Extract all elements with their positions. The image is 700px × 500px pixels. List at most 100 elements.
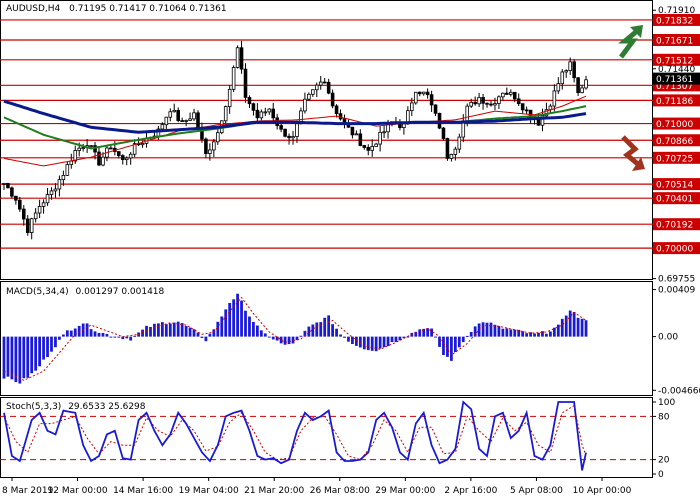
macd-bar xyxy=(97,332,101,337)
macd-bar xyxy=(418,329,422,337)
level-value: 0.71000 xyxy=(656,120,693,130)
level-label: 0.70401 xyxy=(653,192,700,205)
macd-bar xyxy=(541,331,544,337)
ma-red-line xyxy=(3,95,587,167)
level-label: 0.70192 xyxy=(653,218,700,231)
macd-bar xyxy=(315,322,319,337)
macd-bar xyxy=(366,336,370,351)
level-value: 0.71186 xyxy=(656,97,693,107)
macd-bar xyxy=(362,336,366,350)
stochastic-lines xyxy=(3,400,587,471)
candle xyxy=(505,87,509,95)
candle xyxy=(267,108,272,115)
candle xyxy=(255,103,260,123)
macd-values: 0.001297 0.001418 xyxy=(76,287,165,297)
macd-bar xyxy=(327,315,331,337)
macd-signal-path xyxy=(3,296,587,381)
candle xyxy=(382,125,386,138)
candle xyxy=(584,75,588,90)
macd-bar xyxy=(422,328,426,337)
macd-bar xyxy=(275,336,279,341)
macd-bar xyxy=(299,335,303,337)
macd-bar xyxy=(545,333,548,337)
candle xyxy=(117,151,121,159)
macd-bar xyxy=(244,310,247,337)
macd-bar xyxy=(153,323,156,337)
candle xyxy=(314,82,319,98)
time-tick-label: 19 Mar 04:00 xyxy=(179,486,239,496)
macd-bar xyxy=(26,336,30,378)
macd-bar xyxy=(564,315,568,337)
candle xyxy=(449,153,454,162)
macd-bar xyxy=(426,328,430,337)
level-value: 0.70866 xyxy=(656,137,693,147)
candle xyxy=(216,126,220,145)
macd-bar xyxy=(497,326,501,337)
candle xyxy=(45,187,50,206)
price-tick-label: 0.69755 xyxy=(658,275,695,285)
macd-bar xyxy=(54,336,57,348)
candle xyxy=(180,117,184,122)
macd-bar xyxy=(105,333,109,337)
candle xyxy=(457,133,462,153)
ma-blue-line xyxy=(3,99,587,134)
time-tick-label: 5 Apr 08:00 xyxy=(510,486,563,496)
candle xyxy=(564,69,569,78)
macd-bar xyxy=(109,336,113,338)
time-tick-label: 21 Mar 20:00 xyxy=(244,486,304,496)
macd-bar xyxy=(307,326,311,337)
candle xyxy=(81,143,85,152)
macd-bar xyxy=(121,336,125,340)
macd-bar xyxy=(572,312,576,337)
macd-bar xyxy=(461,336,465,343)
candle xyxy=(208,143,212,161)
macd-bar xyxy=(351,336,354,345)
macd-bar xyxy=(378,336,382,349)
macd-bar xyxy=(303,330,307,337)
candle xyxy=(441,126,446,141)
macd-tick-label: 0.00409 xyxy=(658,286,695,296)
macd-bar xyxy=(319,322,323,337)
macd-tick-label: -0.004666 xyxy=(658,386,700,396)
macd-bar xyxy=(430,328,433,337)
level-value: 0.70514 xyxy=(656,181,693,191)
macd-bar xyxy=(394,336,398,342)
candle xyxy=(176,107,180,123)
candle xyxy=(283,128,287,138)
macd-bar xyxy=(434,336,437,338)
candle xyxy=(168,108,173,122)
macd-bar xyxy=(232,299,236,337)
price-panel: 0.71832 0.71671 0.71512 0.71307 0.71186 0.710… xyxy=(0,0,700,285)
candle xyxy=(501,92,505,101)
candle xyxy=(263,107,268,117)
macd-bar xyxy=(164,324,168,337)
level-label: 0.70000 xyxy=(653,242,700,255)
candle xyxy=(303,92,307,114)
level-label: 0.70866 xyxy=(653,134,700,147)
macd-bar xyxy=(513,329,517,337)
macd-bar xyxy=(453,336,457,353)
stochastic-axis-ticks: 100 80 20 0 xyxy=(652,398,675,480)
candle xyxy=(271,102,276,124)
stochastic-panel: 100 80 20 0 Stoch(5,3,3) 29.6533 25.6298 xyxy=(0,397,675,480)
macd-bar xyxy=(501,328,505,337)
candle xyxy=(429,90,434,112)
candle xyxy=(120,154,125,165)
macd-bar xyxy=(259,330,263,337)
macd-bar xyxy=(14,336,18,383)
level-value: 0.70000 xyxy=(656,245,693,255)
macd-bar xyxy=(188,327,192,337)
macd-bar xyxy=(168,323,172,337)
candle xyxy=(97,147,101,167)
candle xyxy=(124,156,129,166)
candle xyxy=(362,144,367,150)
macd-bar xyxy=(204,336,208,342)
candle xyxy=(354,130,359,136)
macd-bar xyxy=(252,321,255,337)
macd-bar xyxy=(339,334,342,337)
level-value: 0.71832 xyxy=(656,16,693,26)
level-label: 0.71671 xyxy=(653,33,700,46)
candle xyxy=(374,142,378,147)
macd-bar xyxy=(61,334,65,337)
